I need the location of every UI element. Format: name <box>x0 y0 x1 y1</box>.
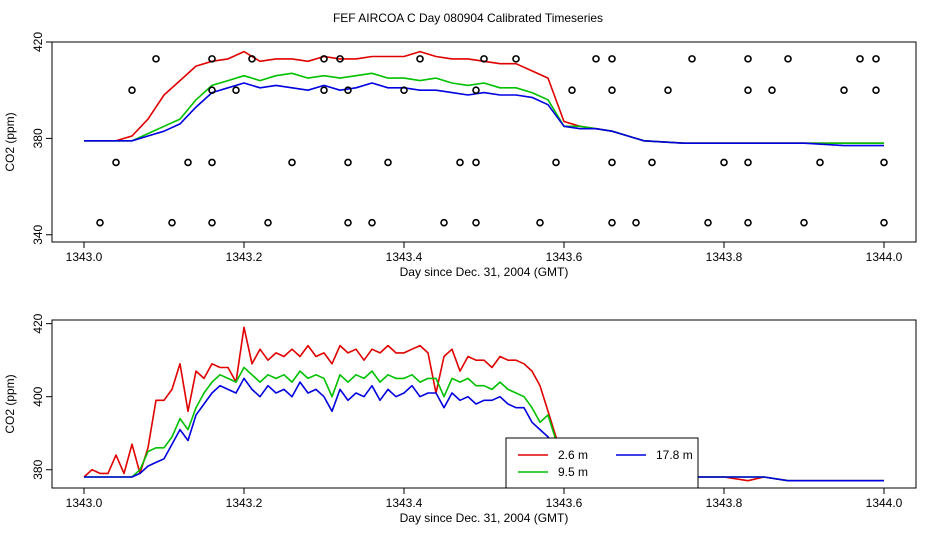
scatter-point <box>264 218 272 227</box>
x-tick-label: 1343.4 <box>386 250 423 264</box>
scatter-point <box>208 86 216 94</box>
scatter-point <box>704 218 712 227</box>
x-tick-label: 1343.2 <box>226 496 263 510</box>
scatter-point <box>568 86 576 94</box>
scatter-point <box>872 55 880 63</box>
scatter-point <box>608 158 616 167</box>
scatter-point <box>344 86 352 94</box>
scatter-point <box>152 55 160 63</box>
scatter-point <box>96 218 104 227</box>
scatter-point <box>368 218 376 227</box>
scatter-point <box>208 158 216 167</box>
x-tick-label: 1343.8 <box>706 496 743 510</box>
scatter-point <box>744 218 752 227</box>
scatter-point <box>688 55 696 63</box>
scatter-point <box>880 158 888 167</box>
scatter-point <box>648 158 656 167</box>
scatter-point <box>208 218 216 227</box>
scatter-point <box>840 86 848 94</box>
scatter-point <box>472 158 480 167</box>
x-tick-label: 1343.2 <box>226 250 263 264</box>
x-tick-label: 1343.6 <box>546 250 583 264</box>
scatter-point <box>592 55 600 63</box>
y-tick-label: 340 <box>31 224 45 244</box>
x-axis-label: Day since Dec. 31, 2004 (GMT) <box>400 511 569 525</box>
y-tick-label: 420 <box>31 32 45 52</box>
x-tick-label: 1343.0 <box>66 496 103 510</box>
scatter-point <box>744 55 752 63</box>
scatter-point <box>872 86 880 94</box>
scatter-point <box>344 158 352 167</box>
x-tick-label: 1343.4 <box>386 496 423 510</box>
series-line <box>84 72 884 144</box>
scatter-point <box>552 158 560 167</box>
y-tick-label: 420 <box>31 313 45 333</box>
scatter-point <box>416 55 424 63</box>
scatter-point <box>384 158 392 167</box>
scatter-point <box>232 86 240 94</box>
scatter-point <box>288 158 296 167</box>
scatter-point <box>168 218 176 227</box>
scatter-point <box>336 55 344 63</box>
y-tick-label: 380 <box>31 128 45 148</box>
series-line <box>84 82 884 147</box>
bottom-panel: 1343.0 1343.2 1343.4 1343.6 1343.8 1344.0 380 4… <box>3 313 917 525</box>
y-axis-label: CO2 (ppm) <box>3 374 17 433</box>
scatter-point <box>744 86 752 94</box>
x-axis-label: Day since Dec. 31, 2004 (GMT) <box>400 265 569 279</box>
scatter-point <box>440 218 448 227</box>
scatter-point <box>112 158 120 167</box>
x-tick-label: 1343.8 <box>706 250 743 264</box>
scatter-point <box>320 55 328 63</box>
y-tick-label: 380 <box>31 459 45 479</box>
scatter-point <box>880 218 888 227</box>
series-line <box>84 50 884 144</box>
scatter-point <box>248 55 256 63</box>
legend-box <box>505 437 699 489</box>
scatter-point <box>480 55 488 63</box>
x-tick-label: 1344.0 <box>866 250 903 264</box>
legend-label: 9.5 m <box>558 465 588 479</box>
y-tick-label: 400 <box>31 386 45 406</box>
scatter-point <box>608 55 616 63</box>
top-panel: 1343.0 1343.2 1343.4 1343.6 1343.8 1344.0 340 3… <box>3 32 917 279</box>
y-axis-label: CO2 (ppm) <box>3 112 17 171</box>
scatter-point <box>664 86 672 94</box>
scatter-point <box>800 218 808 227</box>
x-tick-label: 1343.0 <box>66 250 103 264</box>
scatter-point <box>184 158 192 167</box>
scatter-point <box>512 55 520 63</box>
plot-frame <box>51 41 917 243</box>
x-tick-label: 1343.6 <box>546 496 583 510</box>
scatter-point <box>744 158 752 167</box>
scatter-point <box>128 86 136 94</box>
legend-label: 17.8 m <box>656 448 693 462</box>
scatter-point <box>608 86 616 94</box>
scatter-point <box>632 218 640 227</box>
scatter-point <box>456 158 464 167</box>
scatter-point <box>784 55 792 63</box>
legend-label: 2.6 m <box>558 448 588 462</box>
page-title: FEF AIRCOA C Day 080904 Calibrated Times… <box>333 11 603 25</box>
scatter-point <box>344 218 352 227</box>
scatter-point <box>400 86 408 94</box>
scatter-point <box>816 158 824 167</box>
scatter-point <box>472 86 480 94</box>
scatter-point <box>608 218 616 227</box>
series-line <box>84 366 884 482</box>
legend: 2.6 m 9.5 m 17.8 m <box>505 437 699 489</box>
scatter-point <box>856 55 864 63</box>
scatter-point <box>720 158 728 167</box>
scatter-point <box>208 55 216 63</box>
scatter-point <box>320 86 328 94</box>
scatter-point <box>536 218 544 227</box>
scatter-point <box>472 218 480 227</box>
x-tick-label: 1344.0 <box>866 496 903 510</box>
scatter-point <box>768 86 776 94</box>
plot-frame <box>51 319 917 489</box>
